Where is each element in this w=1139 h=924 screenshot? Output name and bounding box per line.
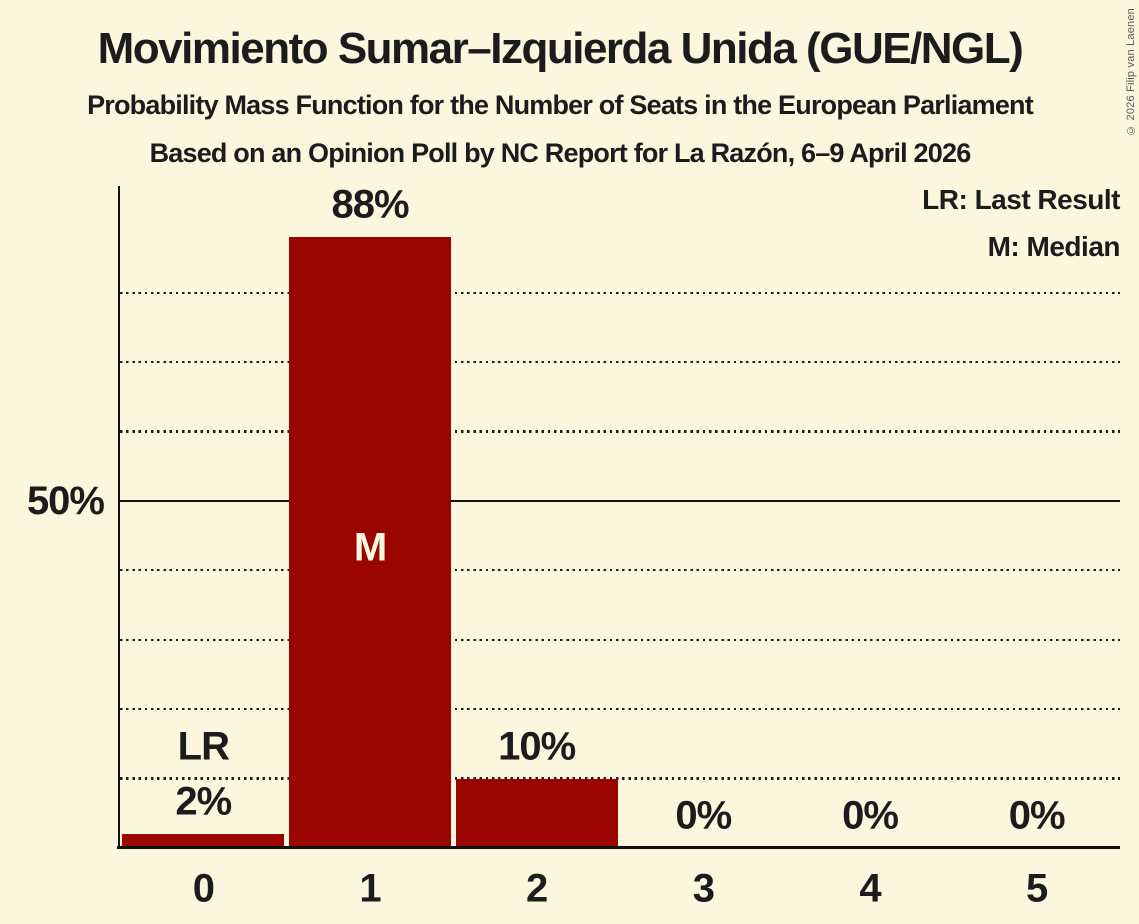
- last-result-marker: LR: [177, 724, 230, 769]
- gridline-50pct-solid: [120, 499, 1120, 503]
- bar-seats-0: [122, 834, 285, 848]
- bar-value-label-seats-3: 0%: [675, 793, 732, 838]
- gridline-40pct: [120, 569, 1120, 572]
- x-tick-label-3: 3: [692, 866, 715, 911]
- median-marker: M: [353, 525, 387, 570]
- x-axis-line: [117, 846, 1120, 850]
- bar-value-label-seats-1: 88%: [331, 182, 409, 227]
- gridline-60pct: [120, 430, 1120, 433]
- bar-value-label-seats-2: 10%: [498, 724, 576, 769]
- gridline-20pct: [120, 707, 1120, 711]
- x-tick-label-1: 1: [359, 866, 381, 911]
- x-tick-label-5: 5: [1026, 866, 1048, 911]
- page-title: Movimiento Sumar–Izquierda Unida (GUE/NG…: [97, 24, 1024, 73]
- gridline-70pct: [120, 360, 1120, 364]
- gridline-30pct: [120, 638, 1120, 641]
- chart-subtitle-source: Based on an Opinion Poll by NC Report fo…: [149, 138, 972, 168]
- gridline-10pct: [120, 777, 1120, 780]
- x-tick-label-4: 4: [859, 866, 881, 911]
- bar-value-label-seats-0: 2%: [175, 779, 232, 824]
- bar-seats-2: [455, 778, 618, 848]
- chart-subtitle-method: Probability Mass Function for the Number…: [87, 90, 1034, 120]
- y-axis-line: [117, 186, 121, 849]
- y-axis-50-label: 50%: [26, 479, 105, 523]
- bar-value-label-seats-4: 0%: [842, 793, 899, 838]
- legend-median: M: Median: [987, 231, 1121, 262]
- gridline-80pct: [120, 291, 1120, 294]
- legend-last-result: LR: Last Result: [922, 184, 1120, 215]
- bar-seats-1: [289, 237, 451, 848]
- bar-value-label-seats-5: 0%: [1008, 793, 1066, 838]
- x-tick-label-0: 0: [192, 866, 215, 911]
- x-tick-label-2: 2: [526, 866, 548, 911]
